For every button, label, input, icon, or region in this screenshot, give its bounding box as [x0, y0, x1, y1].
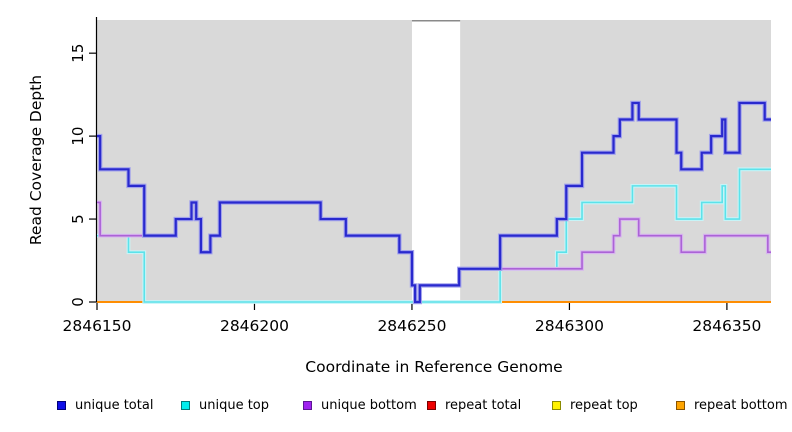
coverage-plot-svg: 0 5 10 15 2846150 2846200 2846250 2846300 284635… — [62, 17, 771, 335]
legend-label: repeat total — [445, 397, 522, 413]
svg-text:2846300: 2846300 — [535, 317, 604, 335]
legend-item-unique-bottom: unique bottom — [303, 396, 417, 414]
svg-text:0: 0 — [69, 297, 87, 307]
legend-label: repeat bottom — [694, 397, 788, 413]
svg-text:5: 5 — [69, 214, 87, 224]
legend-label: unique bottom — [321, 397, 417, 413]
legend-swatch-repeat-top-icon — [552, 400, 561, 410]
legend-item-unique-total: unique total — [57, 396, 153, 414]
legend: unique total unique top unique bottom re… — [0, 396, 792, 420]
legend-swatch-unique-total-icon — [57, 400, 66, 410]
svg-text:10: 10 — [69, 127, 87, 146]
legend-item-repeat-total: repeat total — [427, 396, 521, 414]
svg-text:15: 15 — [69, 44, 87, 63]
legend-item-repeat-top: repeat top — [552, 396, 638, 414]
legend-item-unique-top: unique top — [181, 396, 269, 414]
legend-label: unique total — [75, 397, 154, 413]
legend-swatch-unique-top-icon — [181, 400, 190, 410]
svg-text:2846200: 2846200 — [220, 317, 289, 335]
legend-label: unique top — [199, 397, 270, 413]
svg-text:2846150: 2846150 — [62, 317, 131, 335]
legend-item-repeat-bottom: repeat bottom — [676, 396, 788, 414]
legend-swatch-repeat-bottom-icon — [676, 400, 685, 410]
y-axis-title: Read Coverage Depth — [27, 74, 45, 246]
svg-text:2846250: 2846250 — [377, 317, 446, 335]
legend-swatch-repeat-total-icon — [427, 400, 436, 410]
legend-label: repeat top — [570, 397, 638, 413]
svg-text:2846350: 2846350 — [692, 317, 761, 335]
x-axis-title: Coordinate in Reference Genome — [305, 358, 563, 376]
legend-swatch-unique-bottom-icon — [303, 400, 312, 410]
